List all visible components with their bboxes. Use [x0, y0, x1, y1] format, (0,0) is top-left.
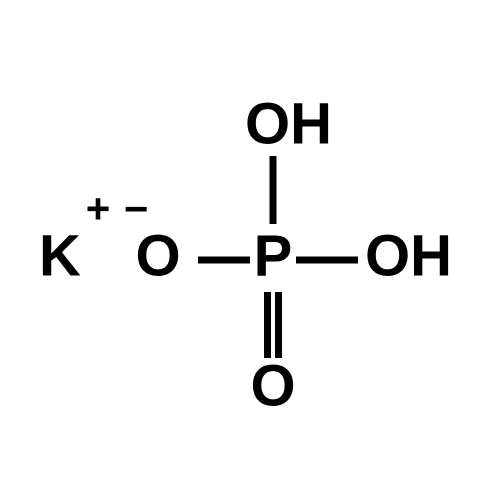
atom-label-OH_right: OH: [365, 223, 452, 288]
charge-K: +: [86, 185, 111, 232]
atoms-layer: K+O−POHOHO: [39, 91, 452, 418]
atom-label-O_left: O: [135, 223, 180, 288]
atom-label-K: K: [39, 223, 81, 288]
atom-label-OH_top: OH: [245, 91, 332, 156]
atom-label-O_bottom: O: [250, 353, 295, 418]
chemical-structure-diagram: K+O−POHOHO: [0, 0, 500, 500]
charge-O_left: −: [124, 185, 149, 232]
atom-label-P: P: [254, 223, 293, 288]
